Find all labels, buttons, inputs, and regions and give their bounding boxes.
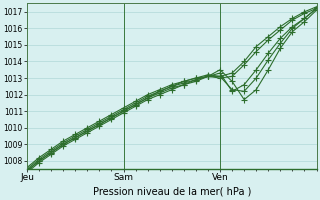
X-axis label: Pression niveau de la mer( hPa ): Pression niveau de la mer( hPa ) xyxy=(92,187,251,197)
